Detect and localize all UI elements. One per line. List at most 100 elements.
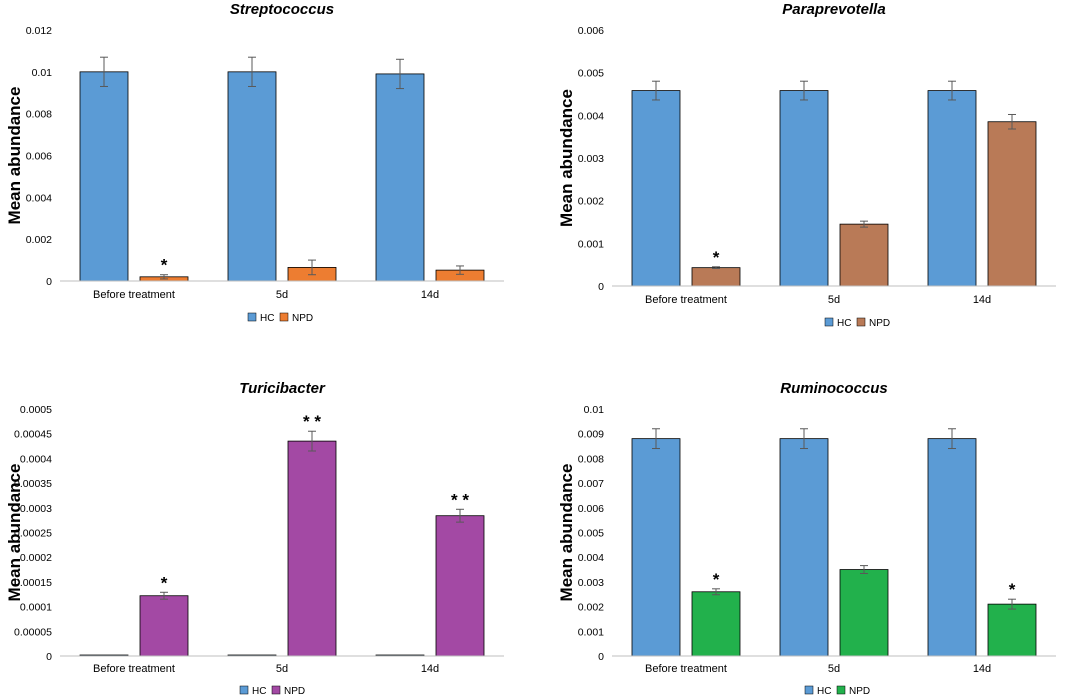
y-tick-label: 0.001 [578, 238, 604, 250]
x-category-label: 5d [828, 294, 840, 306]
y-tick-label: 0 [598, 281, 604, 293]
y-tick-label: 0 [46, 276, 52, 288]
bar-npd-3 [435, 515, 485, 657]
bar-npd-3 [987, 603, 1037, 657]
significance-marker: * [713, 248, 720, 267]
bar-hc-3 [927, 90, 977, 287]
y-tick-label: 0.00005 [14, 626, 52, 638]
bar-npd-2 [287, 440, 337, 657]
bar-hc-2 [227, 71, 277, 282]
y-tick-label: 0.00045 [14, 429, 52, 441]
bar-hc-1 [631, 90, 681, 287]
y-tick-label: 0.008 [578, 453, 604, 465]
legend-swatch-hc [804, 685, 814, 695]
y-tick-label: 0.01 [32, 67, 53, 79]
legend-swatch-npd [271, 685, 281, 695]
x-category-label: Before treatment [645, 294, 727, 306]
chart-title: Paraprevotella [782, 1, 885, 18]
y-axis-label: Mean abundance [557, 89, 576, 227]
legend-swatch-npd [279, 312, 289, 322]
legend-label-hc: HC [260, 313, 274, 324]
legend-label-npd: NPD [292, 313, 313, 324]
y-tick-label: 0.006 [578, 25, 604, 37]
y-tick-label: 0.007 [578, 478, 604, 490]
y-tick-label: 0.004 [578, 110, 604, 122]
bar-hc-2 [779, 438, 829, 657]
y-tick-label: 0.0002 [20, 552, 52, 564]
bar-hc-1 [79, 71, 129, 282]
y-tick-label: 0.004 [26, 192, 52, 204]
x-category-label: Before treatment [93, 289, 175, 301]
chart-panel-3: Turicibacter Mean abundance 0 0.00005 0.0001… [5, 380, 504, 697]
legend-label-npd: NPD [284, 686, 305, 697]
chart-title: Turicibacter [239, 380, 326, 397]
y-tick-label: 0 [46, 651, 52, 663]
y-tick-label: 0 [598, 651, 604, 663]
y-tick-label: 0.002 [578, 196, 604, 208]
y-tick-label: 0.004 [578, 552, 604, 564]
significance-marker: * * [451, 490, 469, 509]
y-axis-label: Mean abundance [5, 464, 24, 602]
chart-panel-1: Streptococcus Mean abundance 0 0.002 0.004 0.… [5, 1, 504, 324]
legend-label-hc: HC [837, 318, 851, 329]
legend-swatch-hc [247, 312, 257, 322]
bar-hc-1 [631, 438, 681, 657]
y-tick-label: 0.002 [26, 234, 52, 246]
y-tick-label: 0.006 [26, 151, 52, 163]
bar-npd-2 [839, 569, 889, 657]
y-tick-label: 0.0005 [20, 404, 52, 416]
chart-title: Ruminococcus [780, 380, 888, 397]
y-tick-label: 0.002 [578, 602, 604, 614]
legend-label-npd: NPD [849, 686, 870, 697]
legend-swatch-npd [856, 317, 866, 327]
x-category-label: Before treatment [645, 663, 727, 675]
y-tick-label: 0.005 [578, 68, 604, 80]
bar-hc-3 [375, 73, 425, 282]
x-category-label: 14d [421, 663, 439, 675]
y-tick-label: 0.012 [26, 25, 52, 37]
legend-label-hc: HC [252, 686, 266, 697]
significance-marker: * * [303, 412, 321, 431]
significance-marker: * [161, 573, 168, 592]
significance-marker: * [1009, 580, 1016, 599]
legend-swatch-npd [836, 685, 846, 695]
y-tick-label: 0.01 [584, 404, 605, 416]
y-tick-label: 0.006 [578, 503, 604, 515]
x-category-label: 5d [276, 663, 288, 675]
chart-title: Streptococcus [230, 1, 334, 18]
y-tick-label: 0.008 [26, 109, 52, 121]
x-category-label: Before treatment [93, 663, 175, 675]
legend-label-npd: NPD [869, 318, 890, 329]
bar-npd-1 [691, 591, 741, 657]
y-tick-label: 0.009 [578, 429, 604, 441]
y-tick-label: 0.00035 [14, 478, 52, 490]
chart-panel-4: Ruminococcus Mean abundance 0 0.001 0.002 0.0… [557, 380, 1056, 697]
y-tick-label: 0.0001 [20, 602, 52, 614]
y-tick-label: 0.00015 [14, 577, 52, 589]
bar-npd-3 [987, 121, 1037, 287]
significance-marker: * [161, 256, 168, 275]
legend-swatch-hc [239, 685, 249, 695]
y-tick-label: 0.001 [578, 626, 604, 638]
x-category-label: 5d [828, 663, 840, 675]
bar-hc-2 [779, 90, 829, 287]
bar-npd-1 [691, 267, 741, 287]
y-axis-label: Mean abundance [557, 464, 576, 602]
y-tick-label: 0.005 [578, 528, 604, 540]
bar-hc-3 [927, 438, 977, 657]
legend-label-hc: HC [817, 686, 831, 697]
y-axis-label: Mean abundance [5, 87, 24, 225]
x-category-label: 14d [973, 663, 991, 675]
bar-npd-1 [139, 595, 189, 657]
y-tick-label: 0.003 [578, 577, 604, 589]
y-tick-label: 0.003 [578, 153, 604, 165]
legend-swatch-hc [824, 317, 834, 327]
chart-panel-2: Paraprevotella Mean abundance 0 0.001 0.002 0… [557, 1, 1056, 329]
y-tick-label: 0.0003 [20, 503, 52, 515]
x-category-label: 14d [973, 294, 991, 306]
x-category-label: 14d [421, 289, 439, 301]
significance-marker: * [713, 570, 720, 589]
bar-npd-2 [839, 223, 889, 287]
x-category-label: 5d [276, 289, 288, 301]
